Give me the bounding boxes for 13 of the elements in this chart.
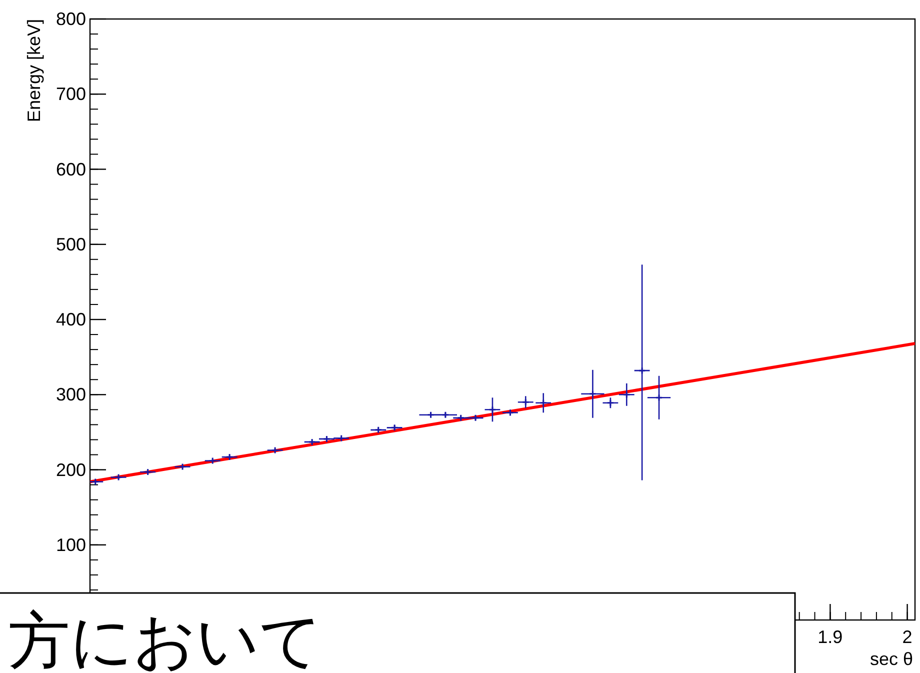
x-tick-label: 1.9 [818,627,843,647]
y-tick-label: 600 [56,159,86,180]
y-tick-label: 700 [56,84,86,104]
x-tick-label: 2 [902,627,912,647]
y-tick-label: 400 [56,310,86,330]
y-tick-label: 500 [56,234,86,254]
y-tick-label: 800 [56,9,86,29]
annotation: 方において [8,607,322,673]
x-axis-title: sec θ [870,649,913,669]
y-tick-label: 300 [56,384,86,405]
y-axis-title: Energy [keV] [24,19,44,122]
y-tick-label: 100 [56,534,86,555]
y-tick-label: 200 [56,460,86,480]
